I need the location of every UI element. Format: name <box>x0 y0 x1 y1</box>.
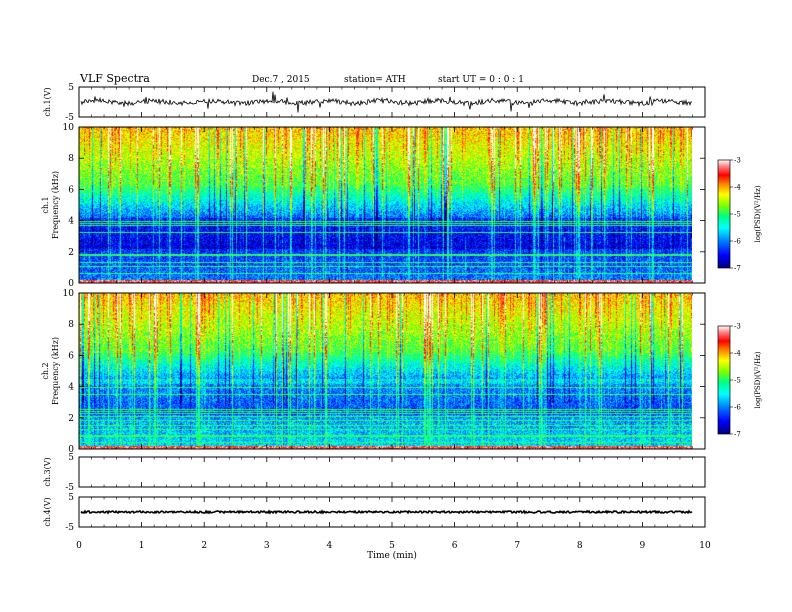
time-tick-label: 0 <box>76 541 82 551</box>
s2-colorbar-tick-label: -4 <box>734 350 741 358</box>
ch1-ytick-label: 5 <box>68 83 74 93</box>
s1-colorbar-tick-label: -6 <box>734 238 741 246</box>
time-tick-label: 2 <box>201 541 207 551</box>
s1-colorbar-tick-label: -4 <box>734 184 741 192</box>
ch2-spectrogram-panel: 0 2 4 6 8 10 ch.2 Frequency (kHz) <box>41 289 706 455</box>
s2-ytick-label: 8 <box>68 320 74 330</box>
figure-title: VLF Spectra <box>79 72 150 85</box>
time-tick-label: 3 <box>264 541 270 551</box>
s2-colorbar-label: log(PSD)(V²/Hz) <box>754 351 762 408</box>
header-station: station= ATH <box>344 75 406 85</box>
time-tick-label: 7 <box>514 541 520 551</box>
ch3-ytick-label: -5 <box>65 483 74 493</box>
s1-colorbar-label: log(PSD)(V²/Hz) <box>754 185 762 242</box>
s2-colorbar-tick-label: -3 <box>734 323 741 331</box>
ch4-signal-line <box>80 509 693 515</box>
s2-colorbar-scale <box>717 325 731 435</box>
time-axis: 0 1 2 3 4 5 6 7 8 9 10 Time (min) <box>76 541 711 561</box>
ch3-waveform-panel: 5 -5 ch.3(V) <box>43 453 706 493</box>
ch3-ytick-label: 5 <box>68 453 74 463</box>
s2-ytick-label: 6 <box>68 351 74 361</box>
s2-colorbar-tick-label: -6 <box>734 404 741 412</box>
s2-ylabel-frequency: Frequency (kHz) <box>51 337 60 405</box>
ch1-spectrogram-panel: 0 2 4 6 8 10 ch.1 Frequency (kHz) <box>41 123 706 289</box>
s1-ytick-label: 0 <box>68 279 74 289</box>
ch1-waveform-panel: 5 -5 ch.1(V) <box>43 83 706 123</box>
s1-ylabel: ch.1 <box>41 196 50 213</box>
time-axis-label: Time (min) <box>367 550 417 561</box>
s2-ytick-label: 10 <box>63 289 75 299</box>
ch3-ylabel: ch.3(V) <box>43 457 52 486</box>
s2-colorbar-tick-label: -5 <box>734 377 741 385</box>
time-tick-label: 8 <box>577 541 583 551</box>
time-tick-label: 10 <box>699 541 711 551</box>
s1-ytick-label: 2 <box>68 248 74 258</box>
ch1-colorbar: -3 -4 -5 -6 -7 log(PSD)(V²/Hz) <box>717 157 762 273</box>
time-tick-label: 6 <box>452 541 458 551</box>
s1-ytick-label: 4 <box>68 217 74 227</box>
s2-ytick-label: 2 <box>68 414 74 424</box>
s1-ytick-label: 8 <box>68 154 74 164</box>
s2-heatmap-raster <box>79 293 692 449</box>
header-date: Dec.7 , 2015 <box>252 75 310 85</box>
header-start-time: start UT = 0 : 0 : 1 <box>438 75 524 85</box>
s1-colorbar-tick-label: -7 <box>734 265 741 273</box>
ch4-ytick-label: -5 <box>65 523 74 533</box>
ch4-ytick-label: 5 <box>68 493 74 503</box>
ch1-ylabel: ch.1(V) <box>43 87 52 116</box>
time-tick-label: 9 <box>640 541 646 551</box>
s2-colorbar-tick-label: -7 <box>734 431 741 439</box>
ch2-colorbar: -3 -4 -5 -6 -7 log(PSD)(V²/Hz) <box>717 323 762 439</box>
ch1-signal-line <box>80 91 693 113</box>
ch4-waveform-panel: 5 -5 ch.4(V) <box>43 493 706 533</box>
time-tick-label: 4 <box>327 541 333 551</box>
s1-ylabel-frequency: Frequency (kHz) <box>51 171 60 239</box>
s1-heatmap-raster <box>79 127 692 283</box>
ch4-ylabel: ch.4(V) <box>43 497 52 526</box>
ch1-ytick-label: -5 <box>65 113 74 123</box>
s1-colorbar-tick-label: -3 <box>734 157 741 165</box>
time-tick-label: 5 <box>389 541 395 551</box>
time-tick-label: 1 <box>139 541 145 551</box>
s1-colorbar-scale <box>717 159 731 269</box>
s2-ylabel: ch.2 <box>41 362 50 379</box>
s1-colorbar-tick-label: -5 <box>734 211 741 219</box>
s2-ytick-label: 0 <box>68 445 74 455</box>
s1-ytick-label: 6 <box>68 185 74 195</box>
s1-ytick-label: 10 <box>63 123 75 133</box>
s2-ytick-label: 4 <box>68 383 74 393</box>
